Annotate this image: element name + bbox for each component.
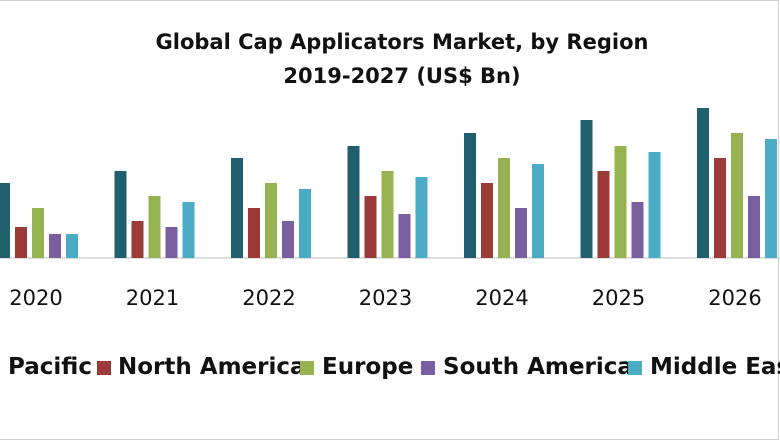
bar-middle-east-2024 <box>532 164 544 258</box>
bar-europe-2022 <box>265 183 277 258</box>
bar-chart: 2020 2021 2022 2023 2024 2025 2026 <box>0 108 780 310</box>
legend-label-europe: Europe <box>322 354 414 380</box>
legend-label-pacific: Pacific <box>8 354 92 380</box>
x-tick-label-2023: 2023 <box>359 286 412 310</box>
bar-pacific-2026 <box>697 108 709 258</box>
bar-north-america-2026 <box>714 158 726 258</box>
bar-south-america-2023 <box>398 214 411 258</box>
bar-north-america-2023 <box>364 196 377 258</box>
bar-north-america-2020 <box>15 227 27 258</box>
bar-middle-east-2020 <box>66 234 78 258</box>
bar-middle-east-2021 <box>182 202 195 258</box>
bar-south-america-2021 <box>165 227 178 258</box>
bar-middle-east-2026 <box>765 139 777 258</box>
bar-middle-east-2022 <box>299 189 311 258</box>
bar-pacific-2021 <box>114 171 127 258</box>
bar-europe-2023 <box>381 171 394 258</box>
bar-south-america-2025 <box>631 202 644 258</box>
bar-europe-2025 <box>614 146 627 258</box>
legend-swatch-south-america <box>421 361 435 375</box>
bar-pacific-2025 <box>580 120 593 258</box>
bar-europe-2026 <box>731 133 743 258</box>
legend-label-south-america: South America <box>443 354 633 380</box>
bar-pacific-2024 <box>464 133 476 258</box>
bar-north-america-2021 <box>131 221 144 258</box>
x-tick-label-2020: 2020 <box>9 286 62 310</box>
bar-south-america-2026 <box>748 196 760 258</box>
legend-swatch-middle-east <box>628 361 642 375</box>
bar-north-america-2025 <box>597 171 610 258</box>
legend-swatch-north-america <box>97 361 111 375</box>
x-tick-label-2021: 2021 <box>126 286 179 310</box>
x-tick-label-2024: 2024 <box>475 286 528 310</box>
chart-legend: Pacific North America Europe South America M… <box>0 352 780 386</box>
bar-pacific-2020 <box>0 183 10 258</box>
bar-south-america-2020 <box>49 234 61 258</box>
bar-pacific-2023 <box>347 146 360 258</box>
legend-swatch-europe <box>300 361 314 375</box>
x-tick-label-2022: 2022 <box>242 286 295 310</box>
bar-south-america-2024 <box>515 208 527 258</box>
bar-middle-east-2025 <box>648 152 661 258</box>
bar-pacific-2022 <box>231 158 243 258</box>
bar-north-america-2022 <box>248 208 260 258</box>
bar-south-america-2022 <box>282 221 294 258</box>
x-tick-label-2025: 2025 <box>592 286 645 310</box>
bar-middle-east-2023 <box>415 177 428 258</box>
legend-label-north-america: North America <box>118 354 306 380</box>
bar-europe-2024 <box>498 158 510 258</box>
legend-label-middle-east: Middle East <box>650 354 780 380</box>
x-tick-label-2026: 2026 <box>708 286 761 310</box>
chart-subtitle: 2019-2027 (US$ Bn) <box>283 64 521 88</box>
bar-europe-2021 <box>148 196 161 258</box>
chart-title: Global Cap Applicators Market, by Region <box>155 30 649 54</box>
bar-north-america-2024 <box>481 183 493 258</box>
bar-europe-2020 <box>32 208 44 258</box>
